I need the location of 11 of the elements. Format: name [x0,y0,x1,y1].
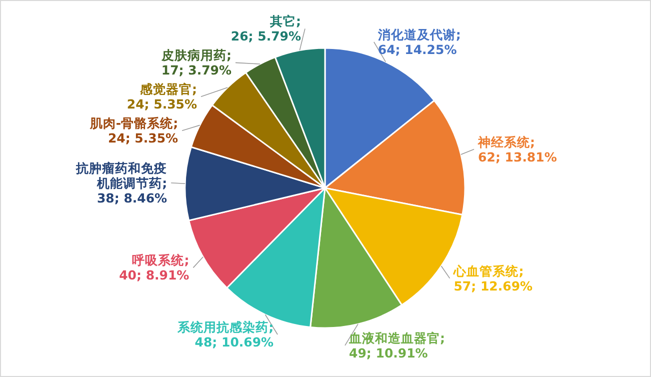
slice-label: 抗肿瘤药和免疫机能调节药; 38; 8.46% [75,160,168,206]
slice-label: 其它; 26; 5.79% [230,14,302,44]
slice-label: 系统用抗感染药; 48; 10.69% [176,320,274,350]
slice-label: 神经系统; 62; 13.81% [477,134,558,164]
slice-label: 感觉器官; 24; 5.35% [126,82,198,112]
slice-label: 呼吸系统; 40; 8.91% [119,252,190,283]
slice-label: 皮肤病用药; 17; 3.79% [160,48,232,78]
slice-label: 消化道及代谢; 64; 14.25% [376,26,461,57]
slice-label: 肌肉-骨骼系统; 24; 5.35% [88,116,179,146]
slice-label: 心血管系统; 57; 12.69% [452,263,534,294]
slice-label: 血液和造血器官; 49; 10.91% [348,330,445,360]
